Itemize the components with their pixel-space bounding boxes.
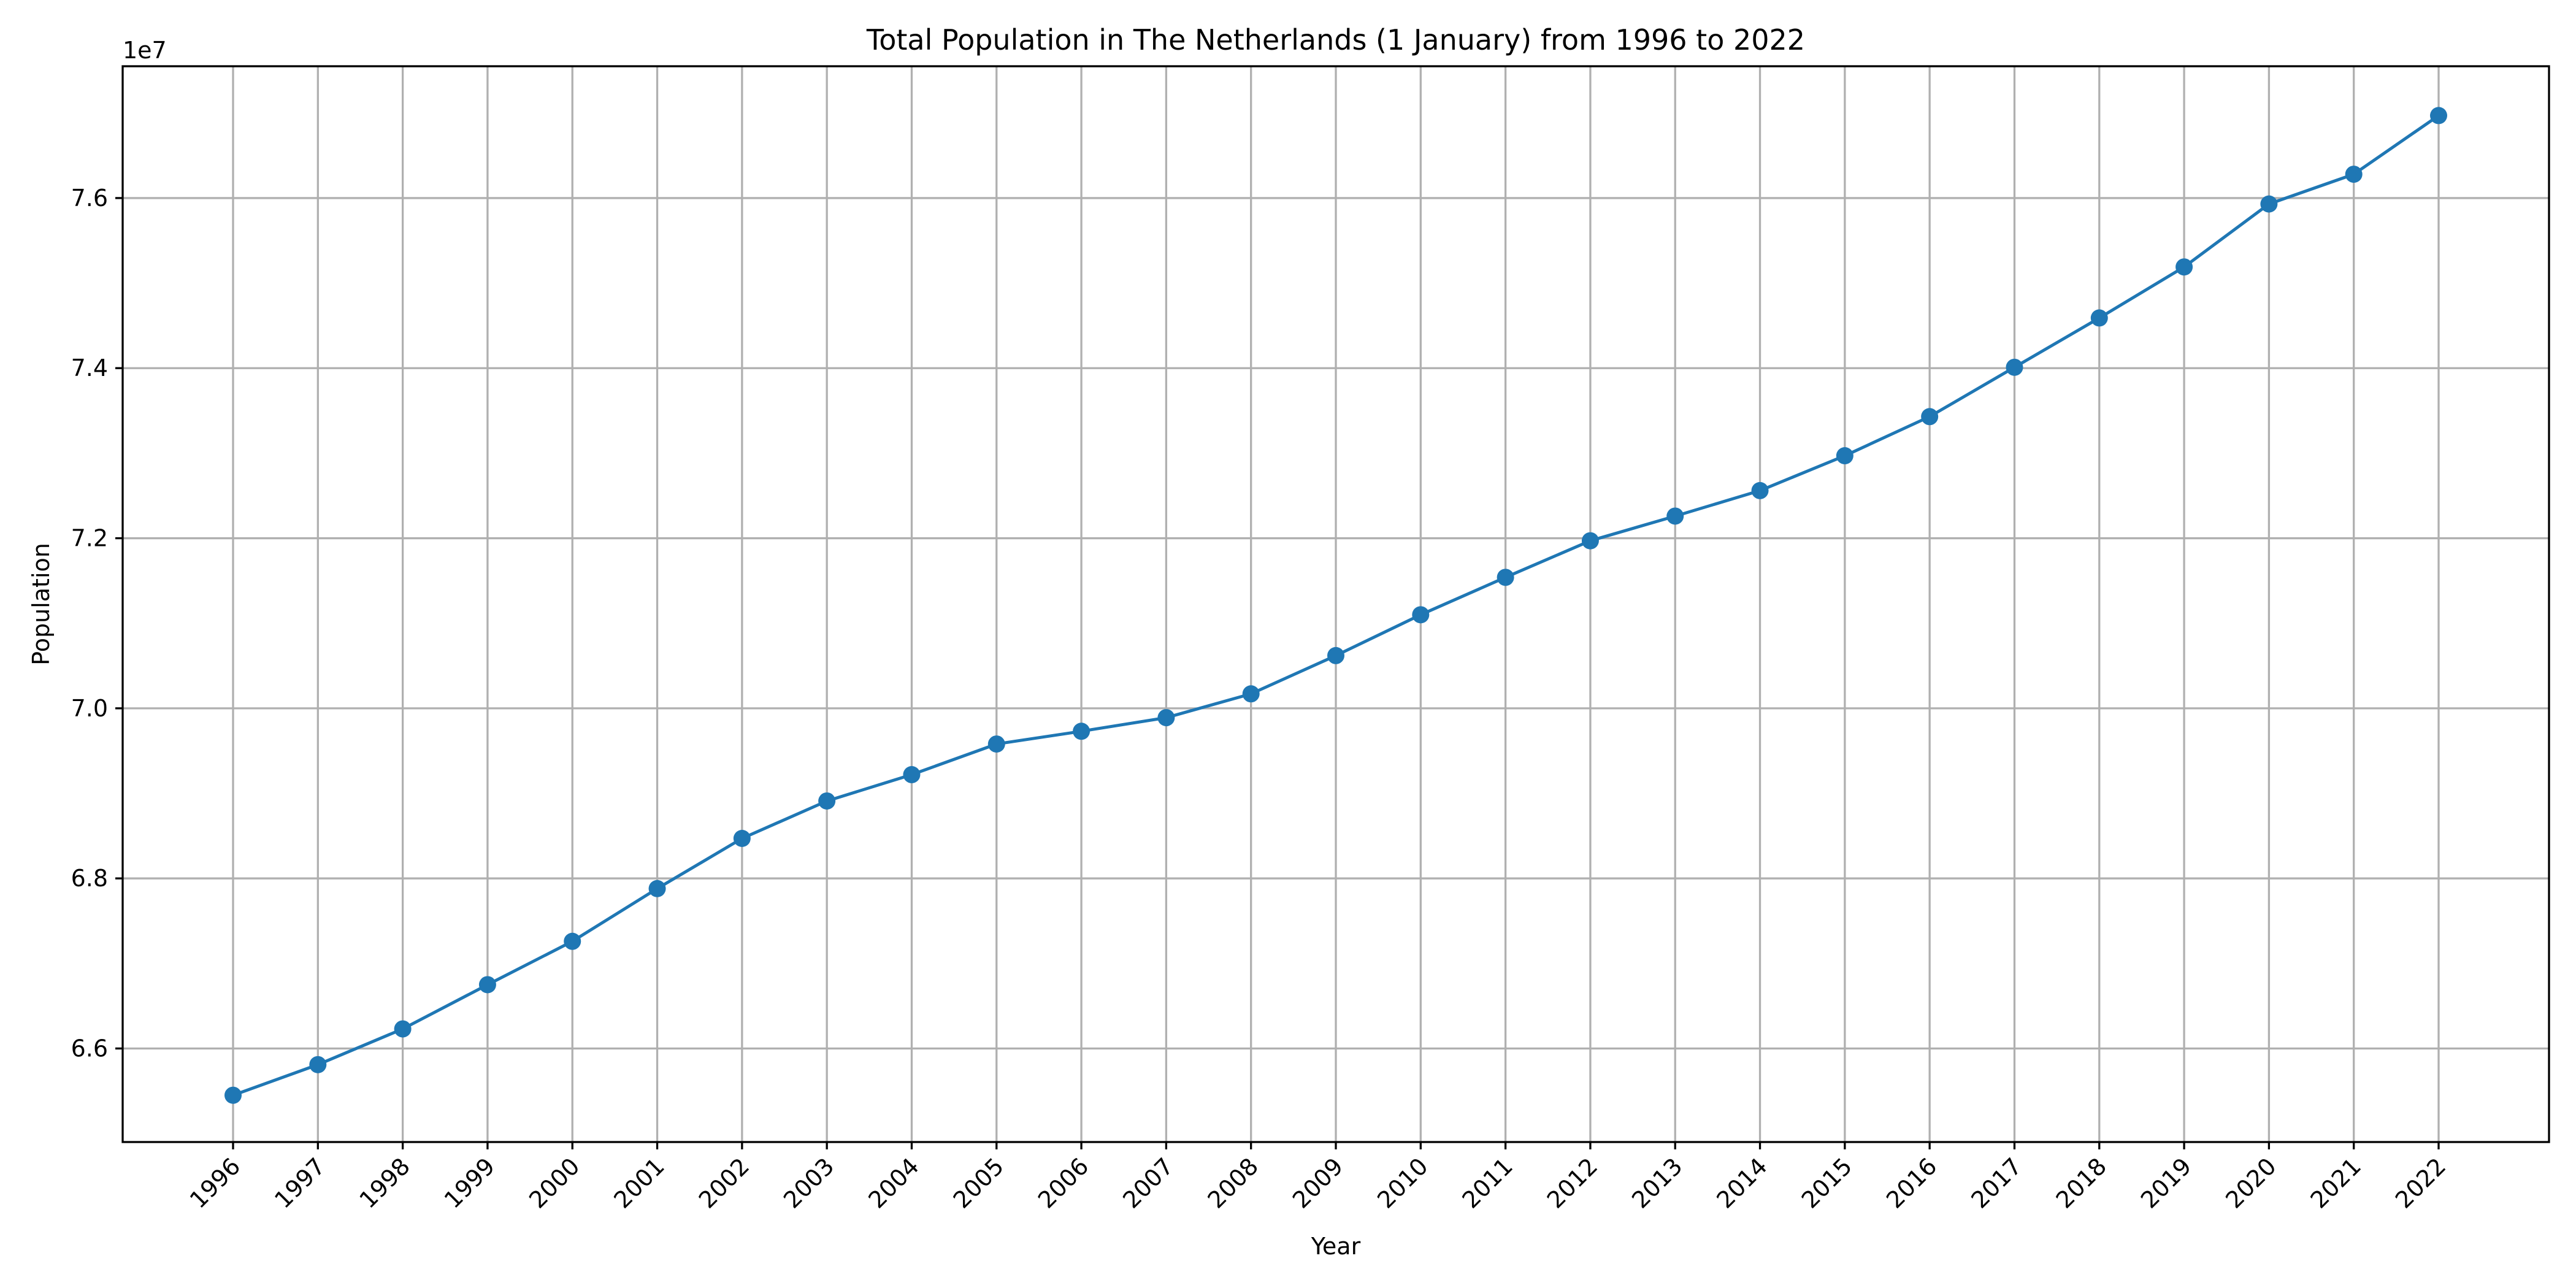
x-tick-label: 1996	[185, 1152, 246, 1214]
x-tick-label: 2009	[1287, 1152, 1349, 1214]
data-point-2013	[1666, 507, 1684, 525]
x-tick-label: 2007	[1117, 1152, 1179, 1214]
x-tick-label: 2016	[1881, 1152, 1942, 1214]
data-point-2008	[1242, 685, 1260, 703]
data-point-2007	[1157, 709, 1175, 727]
x-tick-label: 2020	[2220, 1152, 2282, 1214]
data-point-2001	[648, 880, 666, 897]
data-point-2005	[987, 735, 1005, 753]
series	[224, 107, 2447, 1104]
data-point-2000	[564, 932, 581, 950]
data-point-2021	[2345, 166, 2363, 183]
x-tick-label: 2021	[2306, 1152, 2367, 1214]
y-tick-label: 7.4	[71, 355, 108, 381]
data-point-2011	[1497, 569, 1514, 586]
x-tick-label: 2014	[1711, 1152, 1773, 1214]
y-tick-label: 7.6	[71, 185, 108, 212]
grid	[123, 66, 2549, 1142]
y-tick-label: 6.8	[71, 865, 108, 892]
x-tick-label: 2002	[694, 1152, 755, 1214]
x-tick-label: 2017	[1966, 1152, 2027, 1214]
data-point-1998	[394, 1020, 412, 1038]
y-tick-label: 7.0	[71, 695, 108, 722]
x-tick-label: 2010	[1372, 1152, 1433, 1214]
data-point-2012	[1581, 532, 1599, 550]
x-tick-label: 2001	[608, 1152, 670, 1214]
x-tick-label: 2006	[1033, 1152, 1094, 1214]
x-tick-label: 1998	[354, 1152, 415, 1214]
data-point-2004	[903, 766, 921, 784]
data-point-2022	[2430, 107, 2447, 125]
data-point-2015	[1836, 447, 1853, 465]
y-tick-label: 6.6	[71, 1035, 108, 1062]
data-point-2020	[2260, 195, 2278, 213]
x-tick-label: 2018	[2051, 1152, 2112, 1214]
x-tick-label: 2022	[2390, 1152, 2451, 1214]
chart-title: Total Population in The Netherlands (1 J…	[866, 23, 1805, 56]
x-tick-label: 1999	[439, 1152, 500, 1214]
x-axis-label: Year	[1311, 1233, 1361, 1260]
x-tick-label: 2003	[778, 1152, 840, 1214]
data-point-2003	[818, 792, 836, 810]
data-point-2019	[2175, 258, 2193, 276]
x-tick-label: 2012	[1542, 1152, 1603, 1214]
x-tick-label: 2015	[1796, 1152, 1858, 1214]
data-point-2010	[1412, 606, 1430, 624]
data-point-1996	[224, 1086, 242, 1104]
x-tick-label: 1997	[269, 1152, 331, 1214]
x-tick-label: 2011	[1457, 1152, 1518, 1214]
x-tick-label: 2019	[2136, 1152, 2197, 1214]
data-point-2017	[2006, 358, 2023, 376]
data-point-2014	[1751, 481, 1769, 499]
x-tick-label: 2005	[948, 1152, 1010, 1214]
data-point-2016	[1921, 408, 1939, 426]
y-tick-label: 7.2	[71, 525, 108, 552]
data-point-2009	[1327, 646, 1344, 664]
y-axis-label: Population	[28, 543, 55, 665]
x-tick-label: 2004	[863, 1152, 924, 1214]
x-tick-label: 2008	[1203, 1152, 1264, 1214]
x-tick-label: 2013	[1627, 1152, 1688, 1214]
data-point-1997	[309, 1056, 327, 1073]
data-point-2002	[733, 829, 751, 847]
x-tick-label: 2000	[524, 1152, 585, 1214]
y-axis-offset-label: 1e7	[123, 37, 167, 64]
ticks: 1996 1997 1998 1999 2000 2001 2002 2003 2004 2005…	[71, 185, 2451, 1214]
data-point-1999	[478, 976, 496, 994]
data-point-2018	[2090, 309, 2108, 327]
data-point-2006	[1073, 723, 1091, 740]
